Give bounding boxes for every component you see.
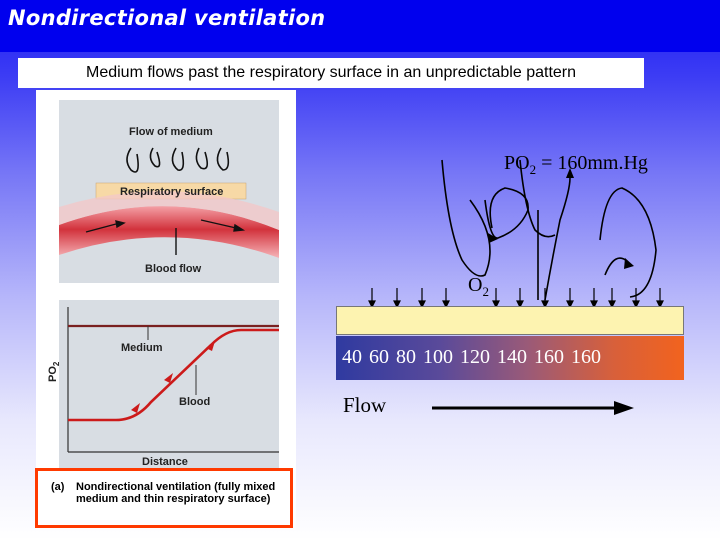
flow-direction-arrow <box>432 401 634 415</box>
medium-flow-paths <box>441 159 657 301</box>
po2-gradient-bar: 40 60 80 100 120 140 160 160 <box>336 336 684 380</box>
graph-x-label: Distance <box>142 456 188 468</box>
blood-flow-arrows <box>85 219 246 255</box>
blood-line <box>68 328 279 422</box>
respiratory-surface-label: Respiratory surface <box>120 186 224 198</box>
title-bar <box>0 0 720 52</box>
respiratory-surface <box>336 306 684 335</box>
caption-tag: (a) <box>51 481 65 493</box>
figure-caption: Nondirectional ventilation (fully mixed … <box>76 481 276 505</box>
slide-title: Nondirectional ventilation <box>8 6 326 30</box>
graph-blood-label: Blood <box>179 396 211 408</box>
flow-of-medium-label: Flow of medium <box>129 126 213 138</box>
po2-label: PO2 = 160mm.Hg <box>504 152 648 177</box>
o2-label: O2 <box>468 274 489 299</box>
blood-flow-label: Blood flow <box>145 263 202 275</box>
vessel-wall <box>59 191 279 230</box>
graph-medium-label: Medium <box>121 342 163 354</box>
figure-caption-box: (a) Nondirectional ventilation (fully mi… <box>35 468 293 528</box>
flow-label: Flow <box>343 393 387 417</box>
slide-subtitle: Medium flows past the respiratory surfac… <box>18 58 644 88</box>
surface-down-arrows <box>368 288 664 309</box>
path-arrowheads <box>488 168 634 269</box>
medium-flow-arrows <box>126 147 230 173</box>
blood-vessel <box>59 206 279 258</box>
textbook-figure: Flow of medium Respiratory surface Blood… <box>36 90 296 530</box>
po2-values: 40 60 80 100 120 140 160 160 <box>342 346 601 368</box>
figure-illustration <box>59 100 279 478</box>
